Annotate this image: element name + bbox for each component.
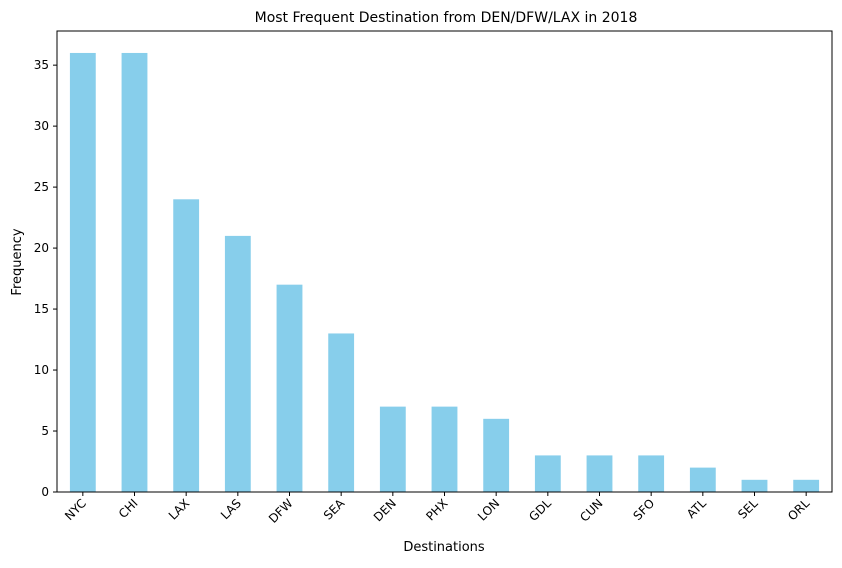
x-tick-label-lax: LAX: [166, 496, 192, 522]
bar-phx: [431, 406, 458, 492]
y-tick-label: 20: [34, 241, 49, 255]
y-axis: 0 5 10 15 20 25 30 35: [34, 58, 57, 499]
x-tick-label-lon: LON: [475, 496, 502, 523]
y-tick-label: 0: [41, 485, 49, 499]
x-tick-label-phx: PHX: [423, 496, 450, 523]
x-tick-label-las: LAS: [218, 496, 244, 522]
bar-las: [224, 235, 251, 492]
y-tick-label: 15: [34, 302, 49, 316]
y-tick-label: 10: [34, 363, 49, 377]
x-tick-label-chi: CHI: [116, 496, 141, 521]
bar-sfo: [638, 455, 665, 492]
bar-gdl: [534, 455, 561, 492]
bar-orl: [793, 479, 820, 492]
y-tick-label: 25: [34, 180, 49, 194]
bar-cun: [586, 455, 613, 492]
y-tick-label: 35: [34, 58, 49, 72]
x-tick-label-sea: SEA: [321, 496, 348, 523]
x-axis: NYC CHI LAX LAS DFW SEA DEN PHX LON GDL CUN SFO ATL S…: [62, 492, 813, 526]
bar-lon: [483, 418, 510, 492]
bar-lax: [173, 199, 200, 493]
bar-sel: [741, 479, 768, 492]
x-tick-label-sfo: SFO: [630, 496, 657, 523]
bar-atl: [689, 467, 716, 492]
bars-layer: [69, 52, 820, 493]
x-tick-label-den: DEN: [371, 496, 399, 524]
x-tick-label-orl: ORL: [785, 496, 812, 523]
x-tick-label-nyc: NYC: [62, 496, 89, 523]
x-tick-label-atl: ATL: [684, 496, 709, 521]
bar-dfw: [276, 284, 303, 492]
bar-nyc: [69, 52, 96, 492]
chart-title: Most Frequent Destination from DEN/DFW/L…: [255, 10, 638, 26]
bar-chi: [121, 52, 148, 492]
y-tick-label: 5: [41, 424, 49, 438]
plot-frame: [56, 30, 833, 493]
x-tick-label-sel: SEL: [735, 496, 761, 522]
x-tick-label-cun: CUN: [577, 496, 605, 524]
x-tick-label-gdl: GDL: [526, 496, 554, 524]
x-tick-label-dfw: DFW: [266, 496, 296, 526]
y-axis-label: Frequency: [10, 228, 25, 295]
bar-den: [379, 406, 406, 492]
y-tick-label: 30: [34, 119, 49, 133]
bar-sea: [328, 333, 355, 492]
x-axis-label: Destinations: [403, 540, 485, 555]
